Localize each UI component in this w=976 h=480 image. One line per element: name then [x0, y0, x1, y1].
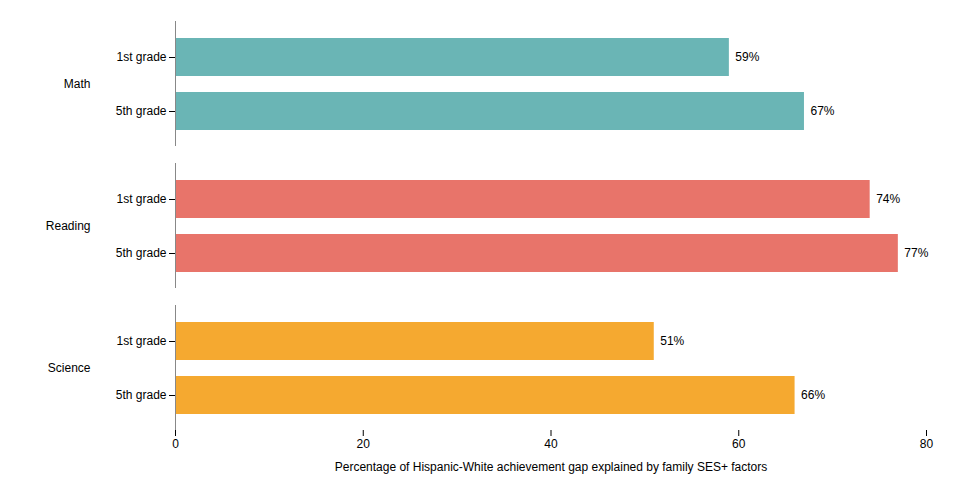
svg-text:5th grade: 5th grade [116, 104, 167, 118]
svg-text:1st grade: 1st grade [116, 192, 166, 206]
svg-text:Math: Math [64, 77, 91, 91]
svg-text:1st grade: 1st grade [116, 50, 166, 64]
svg-text:Percentage of Hispanic-White a: Percentage of Hispanic-White achievement… [335, 460, 768, 474]
svg-text:40: 40 [544, 437, 558, 451]
svg-text:59%: 59% [735, 50, 759, 64]
svg-text:67%: 67% [810, 104, 834, 118]
svg-text:20: 20 [357, 437, 371, 451]
svg-text:1st grade: 1st grade [116, 334, 166, 348]
svg-text:60: 60 [732, 437, 746, 451]
svg-text:5th grade: 5th grade [116, 388, 167, 402]
svg-text:80: 80 [920, 437, 934, 451]
svg-text:66%: 66% [801, 388, 825, 402]
svg-text:51%: 51% [660, 334, 684, 348]
svg-text:Reading: Reading [46, 219, 91, 233]
svg-text:77%: 77% [904, 246, 928, 260]
svg-text:Science: Science [48, 361, 91, 375]
svg-text:5th grade: 5th grade [116, 246, 167, 260]
svg-text:0: 0 [172, 437, 179, 451]
svg-text:74%: 74% [876, 192, 900, 206]
